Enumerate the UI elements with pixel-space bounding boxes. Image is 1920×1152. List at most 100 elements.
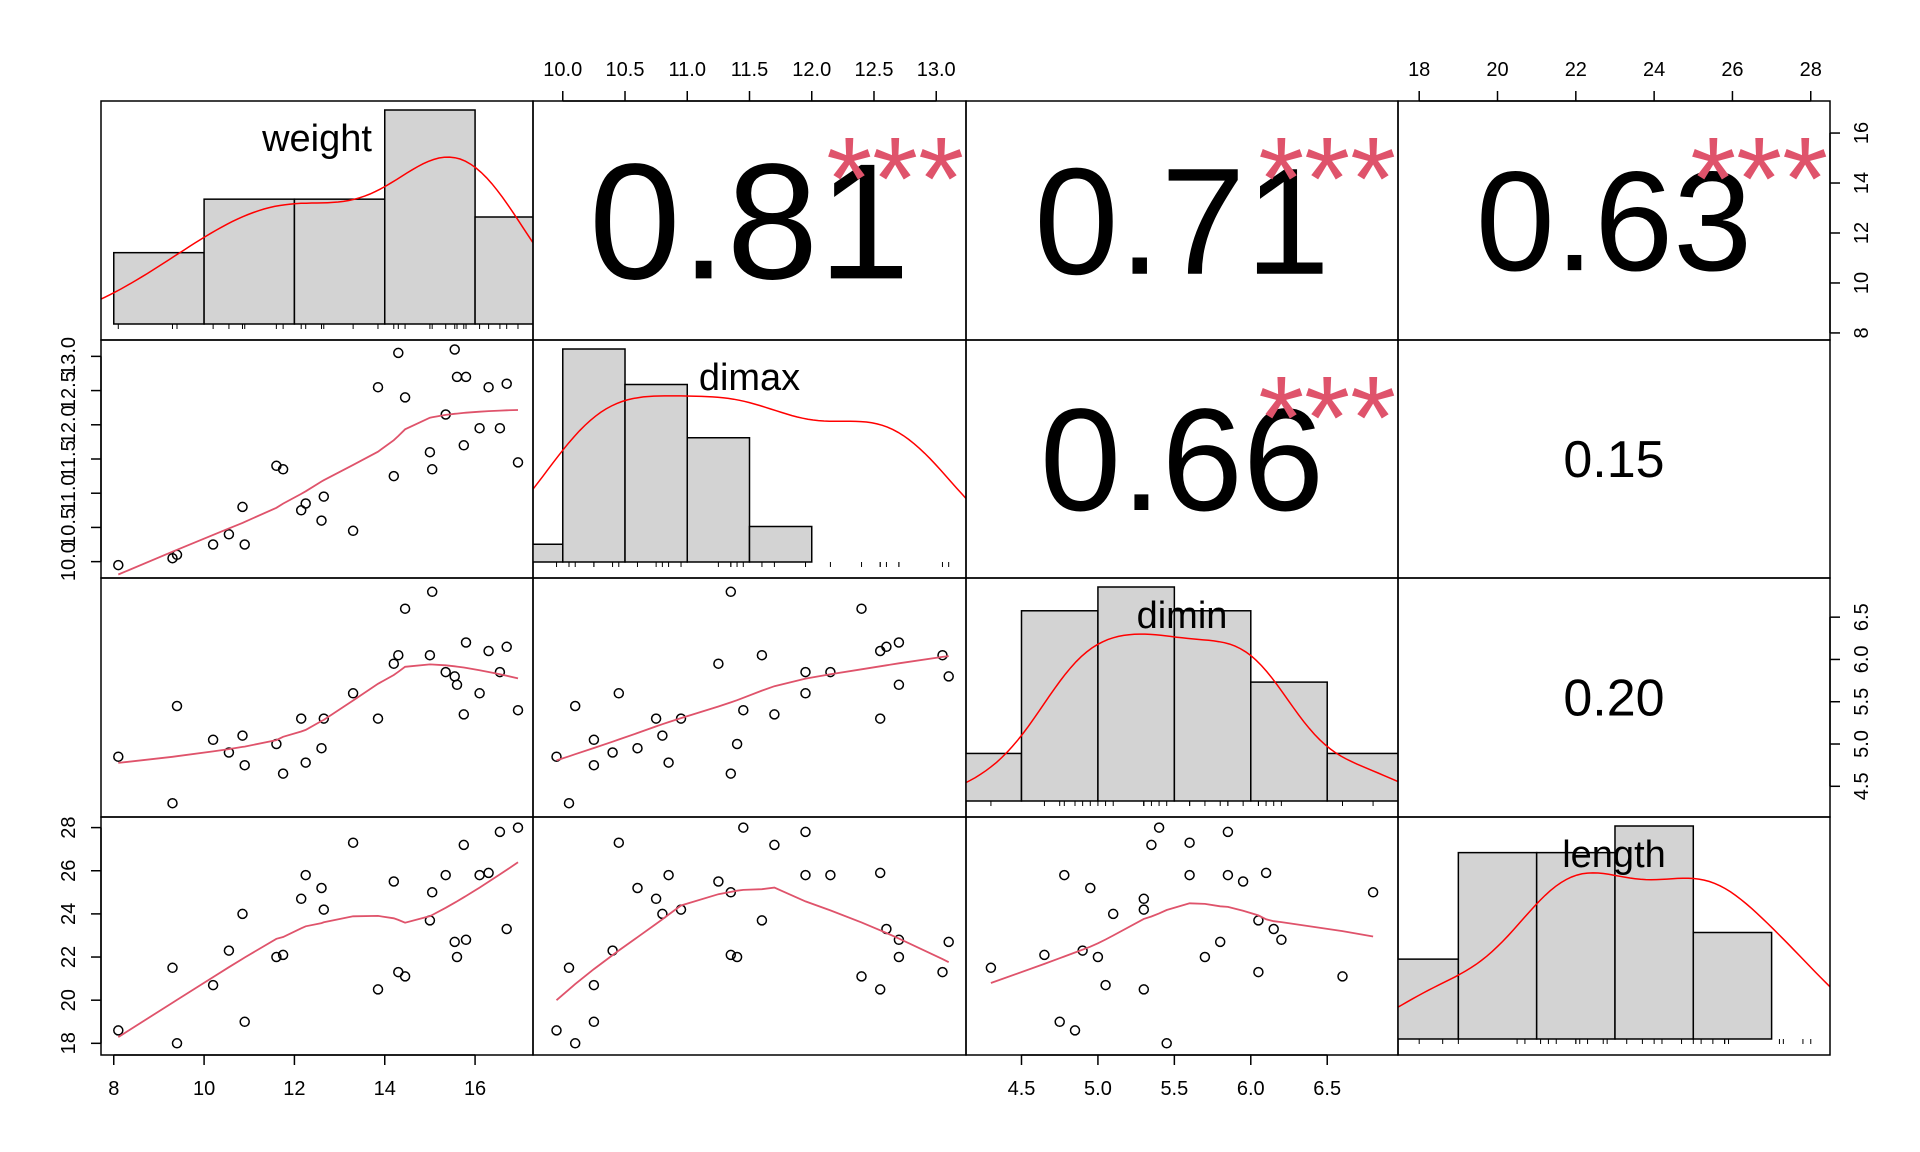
tick-label: 14 — [374, 1078, 396, 1100]
histogram-bar — [203, 198, 296, 325]
data-point — [825, 666, 836, 678]
data-point — [316, 515, 327, 526]
data-point — [663, 869, 674, 881]
tick-label: 8 — [1851, 327, 1873, 338]
data-point — [277, 464, 289, 475]
data-point — [563, 797, 575, 809]
data-point — [372, 381, 384, 393]
tick-label: 26 — [58, 860, 80, 882]
panel-dimax-weight — [100, 339, 534, 579]
data-point — [800, 688, 811, 699]
histogram-bar — [1020, 610, 1099, 802]
histogram-bar — [293, 198, 386, 325]
data-point — [1268, 923, 1279, 935]
tick-label: 10.5 — [606, 59, 645, 81]
tick-label: 10.5 — [58, 508, 80, 547]
data-point — [551, 751, 562, 762]
significance-stars: *** — [1690, 113, 1828, 245]
tick-label: 12 — [1851, 222, 1873, 244]
tick-label: 14 — [1851, 172, 1873, 194]
data-point — [769, 839, 780, 851]
data-point — [223, 747, 235, 758]
tick-label: 6.5 — [1851, 603, 1873, 631]
data-point — [399, 971, 411, 982]
data-point — [1260, 867, 1272, 879]
data-point — [1214, 936, 1226, 948]
data-point — [207, 979, 219, 991]
panel-length-dimax — [532, 816, 967, 1056]
panel-content — [551, 822, 954, 1049]
tick-label: 10 — [193, 1078, 215, 1100]
data-point — [588, 979, 600, 991]
data-point — [347, 688, 359, 699]
tick-label: 12.0 — [58, 405, 80, 444]
data-point — [347, 837, 359, 848]
histogram-bar — [1614, 825, 1695, 1040]
data-point — [239, 759, 250, 771]
data-point — [458, 440, 470, 451]
panel-border — [965, 816, 1399, 1056]
data-point — [731, 738, 743, 750]
tick-label: 13.0 — [58, 337, 80, 376]
correlation-value: 0.15 — [1563, 431, 1664, 489]
data-point — [1039, 949, 1050, 961]
data-point — [825, 869, 836, 881]
data-point — [893, 679, 905, 691]
panel-content — [113, 822, 524, 1049]
tick-label: 24 — [58, 903, 80, 925]
data-point — [512, 822, 524, 833]
histogram-bar — [533, 543, 564, 563]
data-point — [874, 713, 886, 724]
tick-label: 16 — [464, 1078, 486, 1100]
tick-label: 6.0 — [1851, 645, 1873, 673]
tick-label: 6.5 — [1313, 1078, 1341, 1100]
histogram-bar — [474, 216, 533, 325]
histogram-bar — [1692, 931, 1773, 1040]
histogram-bar — [1097, 586, 1176, 802]
data-point — [756, 915, 768, 926]
data-point — [399, 392, 411, 403]
data-point — [393, 347, 404, 359]
tick-label: 10.0 — [58, 542, 80, 581]
tick-label: 12.5 — [58, 371, 80, 410]
diagonal-label: dimax — [699, 357, 800, 399]
data-point — [440, 869, 451, 881]
data-point — [458, 709, 470, 720]
data-point — [300, 757, 311, 768]
tick-label: 4.5 — [1008, 1078, 1036, 1100]
data-point — [207, 734, 219, 746]
histogram-bar — [1535, 851, 1616, 1040]
data-point — [607, 747, 618, 758]
data-point — [451, 951, 463, 963]
panel-dimin-dimax — [532, 577, 967, 818]
data-point — [769, 709, 780, 720]
data-point — [451, 679, 463, 691]
data-point — [474, 688, 485, 699]
data-point — [494, 826, 506, 838]
data-point — [1092, 951, 1104, 963]
correlation-value: 0.20 — [1563, 670, 1664, 728]
tick-label: 5.5 — [1160, 1078, 1188, 1100]
data-point — [588, 1016, 600, 1028]
data-point — [449, 344, 460, 355]
data-point — [512, 704, 524, 716]
tick-label: 11.0 — [58, 474, 80, 511]
data-point — [113, 559, 124, 571]
panel-content — [113, 344, 524, 576]
data-point — [1337, 971, 1348, 982]
panel-border — [532, 577, 967, 818]
data-point — [874, 867, 886, 879]
data-point — [1054, 1016, 1065, 1028]
tick-label: 20 — [1486, 59, 1508, 81]
panel-dimin-weight — [100, 577, 534, 818]
significance-stars: *** — [826, 113, 964, 245]
data-point — [881, 641, 892, 653]
data-point — [426, 464, 438, 475]
data-point — [1222, 826, 1234, 838]
density-curve — [533, 395, 966, 500]
data-point — [1085, 882, 1096, 894]
data-point — [237, 908, 248, 920]
data-point — [937, 649, 948, 661]
data-point — [171, 1038, 183, 1049]
data-point — [399, 603, 411, 614]
